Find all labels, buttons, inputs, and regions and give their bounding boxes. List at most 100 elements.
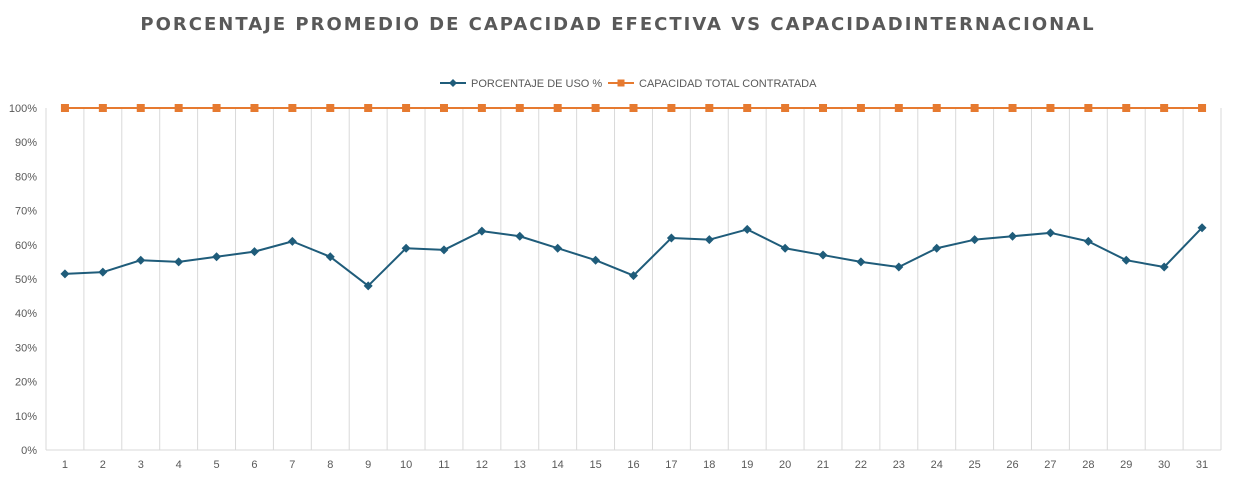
legend-swatch-marker (449, 79, 457, 87)
data-point (856, 104, 865, 112)
data-point (1046, 104, 1055, 112)
data-point (439, 104, 448, 112)
data-point (970, 235, 980, 245)
data-point (591, 255, 601, 265)
gridlines (45, 108, 1222, 451)
x-tick-label: 29 (1120, 459, 1132, 471)
y-tick-label: 90% (15, 137, 37, 149)
data-point (401, 243, 411, 253)
data-point (136, 104, 145, 112)
x-tick-label: 24 (931, 459, 943, 471)
x-tick-label: 2 (100, 459, 106, 471)
data-point (326, 104, 335, 112)
legend-swatch-marker (617, 79, 625, 87)
data-point (402, 104, 411, 112)
data-point (553, 104, 562, 112)
data-point (477, 104, 486, 112)
x-tick-label: 4 (176, 459, 182, 471)
data-point (363, 281, 373, 291)
data-point (174, 257, 184, 267)
x-tick-label: 13 (514, 459, 526, 471)
x-tick-label: 14 (552, 459, 564, 471)
y-tick-label: 10% (15, 411, 37, 423)
data-point (1083, 236, 1093, 246)
legend-label: CAPACIDAD TOTAL CONTRATADA (639, 78, 817, 90)
x-axis-ticks: 1 2 3 4 5 6 7 8 9 10 11 12 13 14 15 16 17 18 19 20 21 22 23 24 2… (62, 459, 1208, 471)
data-point (98, 104, 107, 112)
x-tick-label: 7 (289, 459, 295, 471)
x-tick-label: 25 (969, 459, 981, 471)
x-tick-label: 17 (665, 459, 677, 471)
data-point (970, 104, 979, 112)
data-point (515, 231, 525, 241)
data-point (287, 236, 297, 246)
data-point (439, 245, 449, 255)
data-point (819, 104, 828, 112)
y-tick-label: 0% (21, 445, 37, 457)
data-point (60, 269, 70, 279)
data-point (212, 252, 222, 262)
series-group (60, 104, 1207, 291)
data-point (1198, 104, 1207, 112)
data-point (629, 104, 638, 112)
data-point (894, 104, 903, 112)
data-point (1197, 223, 1207, 233)
x-tick-label: 5 (214, 459, 220, 471)
x-tick-label: 12 (476, 459, 488, 471)
data-point (477, 226, 487, 236)
x-tick-label: 23 (893, 459, 905, 471)
data-point (743, 104, 752, 112)
y-tick-label: 40% (15, 308, 37, 320)
data-point (932, 243, 942, 253)
data-point (666, 233, 676, 243)
data-point (288, 104, 297, 112)
y-tick-label: 100% (9, 103, 37, 115)
data-point (325, 252, 335, 262)
x-tick-label: 9 (365, 459, 371, 471)
x-tick-label: 10 (400, 459, 412, 471)
x-tick-label: 8 (327, 459, 333, 471)
x-tick-label: 6 (251, 459, 257, 471)
data-point (1159, 262, 1169, 272)
data-point (894, 262, 904, 272)
data-point (1084, 104, 1093, 112)
y-tick-label: 30% (15, 342, 37, 354)
data-point (780, 243, 790, 253)
y-tick-label: 70% (15, 206, 37, 218)
x-tick-label: 16 (627, 459, 639, 471)
data-point (1122, 104, 1131, 112)
x-tick-label: 22 (855, 459, 867, 471)
data-point (818, 250, 828, 260)
x-tick-label: 28 (1082, 459, 1094, 471)
y-tick-label: 60% (15, 240, 37, 252)
x-tick-label: 20 (779, 459, 791, 471)
legend: PORCENTAJE DE USO % CAPACIDAD TOTAL CONTR… (440, 78, 817, 90)
data-point (781, 104, 790, 112)
x-tick-label: 19 (741, 459, 753, 471)
data-point (250, 104, 259, 112)
chart-title: PORCENTAJE PROMEDIO DE CAPACIDAD EFECTIV… (140, 14, 1095, 35)
x-tick-label: 1 (62, 459, 68, 471)
data-point (98, 267, 108, 277)
data-point (136, 255, 146, 265)
x-tick-label: 3 (138, 459, 144, 471)
data-point (1045, 228, 1055, 238)
data-point (60, 104, 69, 112)
y-tick-label: 20% (15, 377, 37, 389)
data-point (704, 235, 714, 245)
data-point (932, 104, 941, 112)
data-point (591, 104, 600, 112)
y-axis-ticks: 0% 10% 20% 30% 40% 50% 60% 70% 80% 90% 100% (9, 103, 37, 457)
data-point (174, 104, 183, 112)
x-tick-label: 21 (817, 459, 829, 471)
data-point (705, 104, 714, 112)
data-point (212, 104, 221, 112)
data-point (1008, 104, 1017, 112)
data-point (1121, 255, 1131, 265)
data-point (629, 271, 638, 281)
x-tick-label: 11 (438, 459, 449, 471)
y-tick-label: 50% (15, 274, 37, 286)
